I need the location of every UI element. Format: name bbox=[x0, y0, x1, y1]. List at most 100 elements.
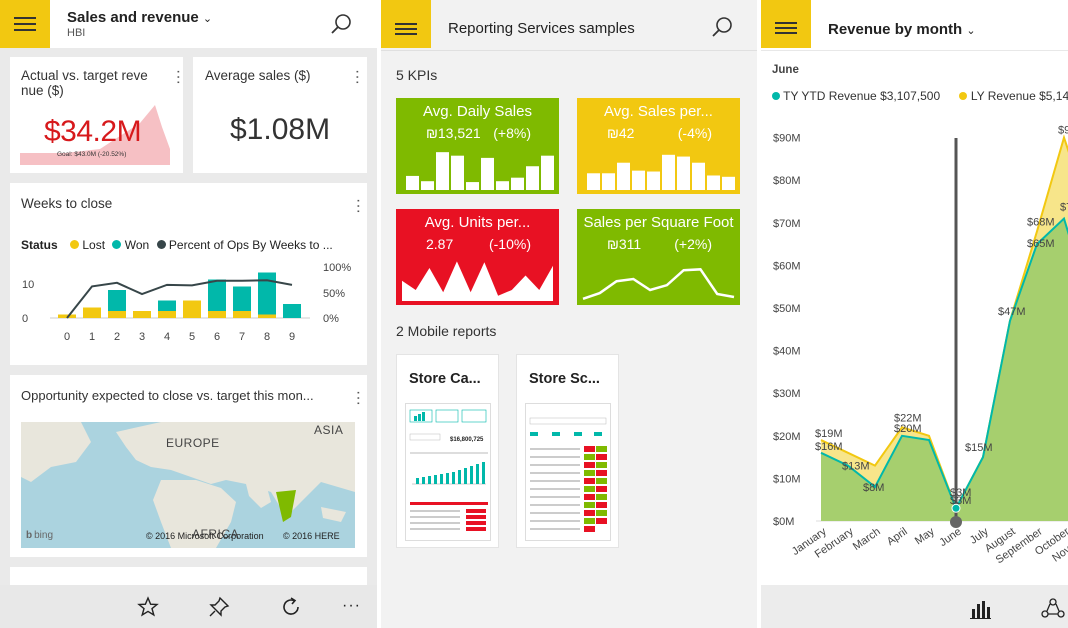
kpi-tile-avg-sales-per[interactable]: Avg. Sales per... ₪42 (-4%) bbox=[577, 98, 740, 194]
map-label-asia: ASIA bbox=[314, 423, 344, 437]
legend-dot bbox=[959, 92, 968, 100]
kpi-change: (-4%) bbox=[677, 125, 712, 141]
x-tick-label: 0 bbox=[64, 331, 70, 343]
more-options-icon[interactable]: ··· bbox=[350, 198, 367, 214]
kpi-bar bbox=[511, 177, 524, 190]
more-options-icon[interactable]: ··· bbox=[170, 69, 187, 85]
chevron-down-icon: ⌄ bbox=[966, 25, 976, 37]
dashboard-panel: Sales and revenue ⌄ HBI Actual vs. targe… bbox=[0, 0, 377, 628]
kpi-tile-avg-units-per[interactable]: Avg. Units per... 2.87 (-10%) bbox=[396, 209, 559, 305]
y2-tick-label: 100% bbox=[323, 262, 351, 274]
kpi-bar bbox=[421, 181, 434, 190]
kpi-bar bbox=[541, 155, 554, 190]
map-label-africa: AFRICA bbox=[192, 527, 240, 541]
percent-line bbox=[66, 279, 293, 319]
selected-month-label: June bbox=[772, 64, 799, 76]
average-sales-tile[interactable]: Average sales ($) ··· $1.08M bbox=[193, 57, 367, 173]
kpi-bar bbox=[632, 170, 645, 190]
mobile-report-card-store-ca[interactable]: Store Ca... $16,800,725 bbox=[396, 354, 499, 548]
search-icon[interactable] bbox=[711, 16, 733, 38]
report-title[interactable]: Revenue by month ⌄ bbox=[828, 21, 976, 38]
kpi-value: ₪13,521 bbox=[426, 125, 481, 141]
kpi-tile-avg-daily-sales[interactable]: Avg. Daily Sales ₪13,521 (+8%) bbox=[396, 98, 559, 194]
kpi-value: ₪311 bbox=[607, 236, 642, 252]
bing-logo: b bing bbox=[26, 530, 54, 541]
data-label: $3M bbox=[950, 487, 971, 499]
kpi-bar bbox=[602, 173, 615, 190]
star-icon[interactable] bbox=[137, 596, 159, 618]
next-tile-partial bbox=[10, 567, 367, 587]
kpi-bar bbox=[436, 152, 449, 190]
y-tick-label: $10M bbox=[773, 473, 801, 485]
app-header: Reporting Services samples bbox=[381, 0, 757, 48]
search-icon[interactable] bbox=[330, 13, 352, 35]
bar-won bbox=[233, 286, 251, 311]
map-label-europe: EUROPE bbox=[166, 436, 220, 450]
month-selector-handle bbox=[950, 516, 962, 528]
bar-lost bbox=[258, 314, 276, 318]
tile-title: Actual vs. target reve nue ($) bbox=[21, 68, 148, 98]
actual-vs-target-tile[interactable]: Actual vs. target reve nue ($) ··· $34.2… bbox=[10, 57, 187, 173]
bar-chart-icon[interactable] bbox=[969, 599, 991, 619]
selected-point bbox=[951, 503, 961, 513]
app-header: Revenue by month ⌄ bbox=[761, 0, 1068, 48]
revenue-by-month-chart: $0M $10M $20M $30M $40M $50M $60M $70M $80M $90M $… bbox=[773, 125, 1068, 566]
kpi-bar bbox=[722, 176, 735, 190]
more-options-icon[interactable]: ··· bbox=[350, 390, 367, 406]
weeks-to-close-tile[interactable]: Weeks to close ··· Status Lost Won Perce… bbox=[10, 183, 367, 365]
bar-lost bbox=[58, 314, 76, 318]
kpi-bar bbox=[466, 182, 479, 190]
tile-title: Average sales ($) bbox=[205, 68, 311, 83]
data-label: $90M bbox=[1058, 125, 1068, 137]
x-tick-label: 7 bbox=[239, 331, 245, 343]
y2-tick-label: 50% bbox=[323, 288, 345, 300]
dashboard-title[interactable]: Sales and revenue ⌄ bbox=[67, 9, 212, 26]
kpi-title: Avg. Sales per... bbox=[604, 103, 713, 120]
bar-won bbox=[283, 304, 301, 318]
kpi-change: (+2%) bbox=[674, 236, 712, 252]
app-header: Sales and revenue ⌄ HBI bbox=[0, 0, 377, 48]
kpi-bar bbox=[707, 175, 720, 190]
x-tick-label: 4 bbox=[164, 331, 170, 343]
x-tick-label: 6 bbox=[214, 331, 220, 343]
data-label: $68M bbox=[1027, 216, 1055, 228]
refresh-icon[interactable] bbox=[279, 595, 303, 619]
revenue-by-month-panel: Revenue by month ⌄ June TY YTD Revenue $… bbox=[761, 0, 1068, 628]
kpi-bar bbox=[451, 155, 464, 190]
more-options-icon[interactable]: ··· bbox=[349, 69, 366, 85]
hamburger-menu-button[interactable] bbox=[761, 0, 811, 48]
map[interactable]: EUROPE ASIA AFRICA b bing © 2016 Microsof… bbox=[21, 422, 355, 548]
mobile-reports-header: 2 Mobile reports bbox=[396, 323, 497, 339]
data-label: $65M bbox=[1027, 238, 1055, 250]
tile-title: Opportunity expected to close vs. target… bbox=[21, 388, 314, 403]
hamburger-menu-button[interactable] bbox=[0, 0, 50, 48]
mobile-report-card-store-sc[interactable]: Store Sc... bbox=[516, 354, 619, 548]
bottom-app-bar: ··· bbox=[0, 585, 377, 628]
network-icon[interactable] bbox=[1041, 597, 1065, 619]
more-icon[interactable]: ··· bbox=[342, 597, 361, 614]
x-tick-label: June bbox=[937, 526, 963, 550]
bar-lost bbox=[208, 311, 226, 318]
kpi-value: $34.2M bbox=[44, 115, 142, 148]
chart-legend: Status Lost Won Percent of Ops By Weeks … bbox=[21, 238, 333, 252]
y-tick-label: $20M bbox=[773, 431, 801, 443]
x-tick-label: 9 bbox=[289, 331, 295, 343]
data-label: $22M bbox=[894, 412, 922, 424]
opportunity-map-tile[interactable]: Opportunity expected to close vs. target… bbox=[10, 375, 367, 557]
y-tick-label: $80M bbox=[773, 175, 801, 187]
bar-lost bbox=[83, 307, 101, 318]
pin-icon[interactable] bbox=[208, 596, 230, 618]
chart-legend: TY YTD Revenue $3,107,500 LY Revenue $5,… bbox=[772, 89, 1068, 103]
hamburger-menu-button[interactable] bbox=[381, 0, 431, 48]
bottom-app-bar bbox=[761, 585, 1068, 628]
kpi-tile-sales-per-square-foot[interactable]: Sales per Square Foot ₪311 (+2%) bbox=[577, 209, 740, 305]
bing-icon: b bbox=[26, 530, 33, 541]
data-label: $71M bbox=[1060, 202, 1068, 214]
kpi-bar bbox=[526, 166, 539, 190]
kpi-bar bbox=[587, 173, 600, 190]
kpi-change: (+8%) bbox=[493, 125, 531, 141]
kpi-bar bbox=[406, 175, 419, 190]
kpi-value: ₪42 bbox=[607, 125, 635, 141]
report-title-text: Revenue by month bbox=[828, 21, 963, 38]
mobile-report-title: Store Sc... bbox=[529, 371, 600, 387]
